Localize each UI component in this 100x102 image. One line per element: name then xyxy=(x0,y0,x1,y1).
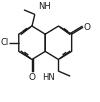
Text: HN: HN xyxy=(42,73,55,82)
Text: Cl: Cl xyxy=(1,38,9,47)
Text: O: O xyxy=(28,73,36,82)
Text: O: O xyxy=(84,23,90,32)
Text: NH: NH xyxy=(38,2,51,11)
